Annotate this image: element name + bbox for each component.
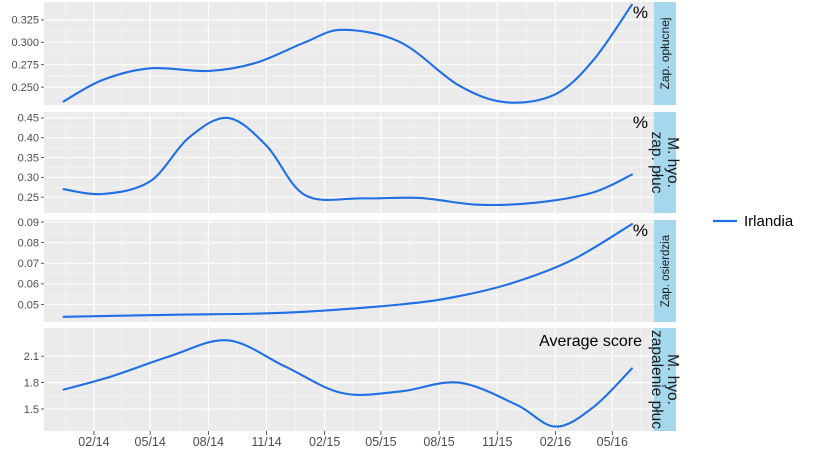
y-tick-label: 0.07 (18, 258, 39, 270)
strip-label: M. hyo.zapalenie płuc (648, 330, 681, 429)
y-tick-label: 0.325 (11, 15, 39, 27)
x-tick-label: 02/16 (540, 435, 571, 449)
strip-label: Zap. opłucnej (658, 17, 672, 89)
strip-label: M. hyo.zap. płuc (648, 131, 681, 193)
series-line-irlandia (62, 339, 633, 428)
x-tick-label: 08/15 (423, 435, 454, 449)
series-line-irlandia (62, 3, 633, 104)
panel-background (44, 112, 654, 213)
y-tick-label: 0.05 (18, 299, 39, 311)
y-tick-label: 0.30 (18, 172, 39, 184)
strip-background (654, 2, 676, 105)
strip-label: Zap. osierdzia (660, 234, 672, 307)
legend: Irlandia (713, 213, 794, 230)
legend-label-irlandia: Irlandia (744, 213, 794, 230)
panel-annotation: % (633, 3, 648, 22)
y-tick-label: 0.300 (11, 37, 39, 49)
y-tick-label: 0.25 (18, 192, 39, 204)
series-line-irlandia (62, 116, 633, 207)
y-tick-label: 0.45 (18, 113, 39, 125)
x-tick-label: 05/16 (597, 435, 628, 449)
panel-background (44, 220, 654, 322)
y-tick-label: 0.09 (18, 217, 39, 229)
x-axis: 02/14 05/14 08/14 11/14 02/15 05/15 08/15 11/15… (78, 431, 628, 449)
x-tick-label: 11/15 (482, 435, 512, 449)
panel-annotation: % (633, 113, 648, 132)
panel-annotation: % (633, 221, 648, 240)
y-tick-label: 0.250 (11, 82, 39, 94)
x-tick-label: 02/15 (309, 435, 340, 449)
panel-annotation: Average score (539, 333, 642, 350)
strip-background (654, 328, 676, 431)
y-tick-label: 1.8 (24, 377, 39, 389)
x-tick-label: 02/14 (78, 435, 109, 449)
panel-1: 0.250 0.275 0.300 0.325 % Zap. opłucnej (11, 2, 676, 105)
x-tick-label: 05/15 (365, 435, 396, 449)
x-tick-label: 11/14 (251, 435, 281, 449)
panel-4: 1.5 1.8 2.1 Average score M. hyo.zapalenie p… (24, 328, 681, 431)
panel-background (44, 328, 654, 431)
x-tick-label: 05/14 (135, 435, 166, 449)
strip-background (654, 112, 676, 213)
panel-3: 0.05 0.06 0.07 0.08 0.09 % Zap. osierdzia (18, 217, 676, 322)
panel-2: 0.25 0.30 0.35 0.40 0.45 %M. hyo.zap. płuc (18, 112, 681, 213)
y-tick-label: 0.40 (18, 133, 39, 145)
series-line-irlandia (62, 223, 633, 318)
y-tick-label: 0.35 (18, 152, 39, 164)
x-tick-label: 08/14 (193, 435, 224, 449)
y-tick-label: 1.5 (24, 404, 39, 416)
y-tick-label: 2.1 (24, 351, 39, 363)
strip-background (654, 220, 676, 322)
y-tick-label: 0.08 (18, 237, 39, 249)
y-tick-label: 0.275 (11, 59, 39, 71)
y-tick-label: 0.06 (18, 279, 39, 291)
